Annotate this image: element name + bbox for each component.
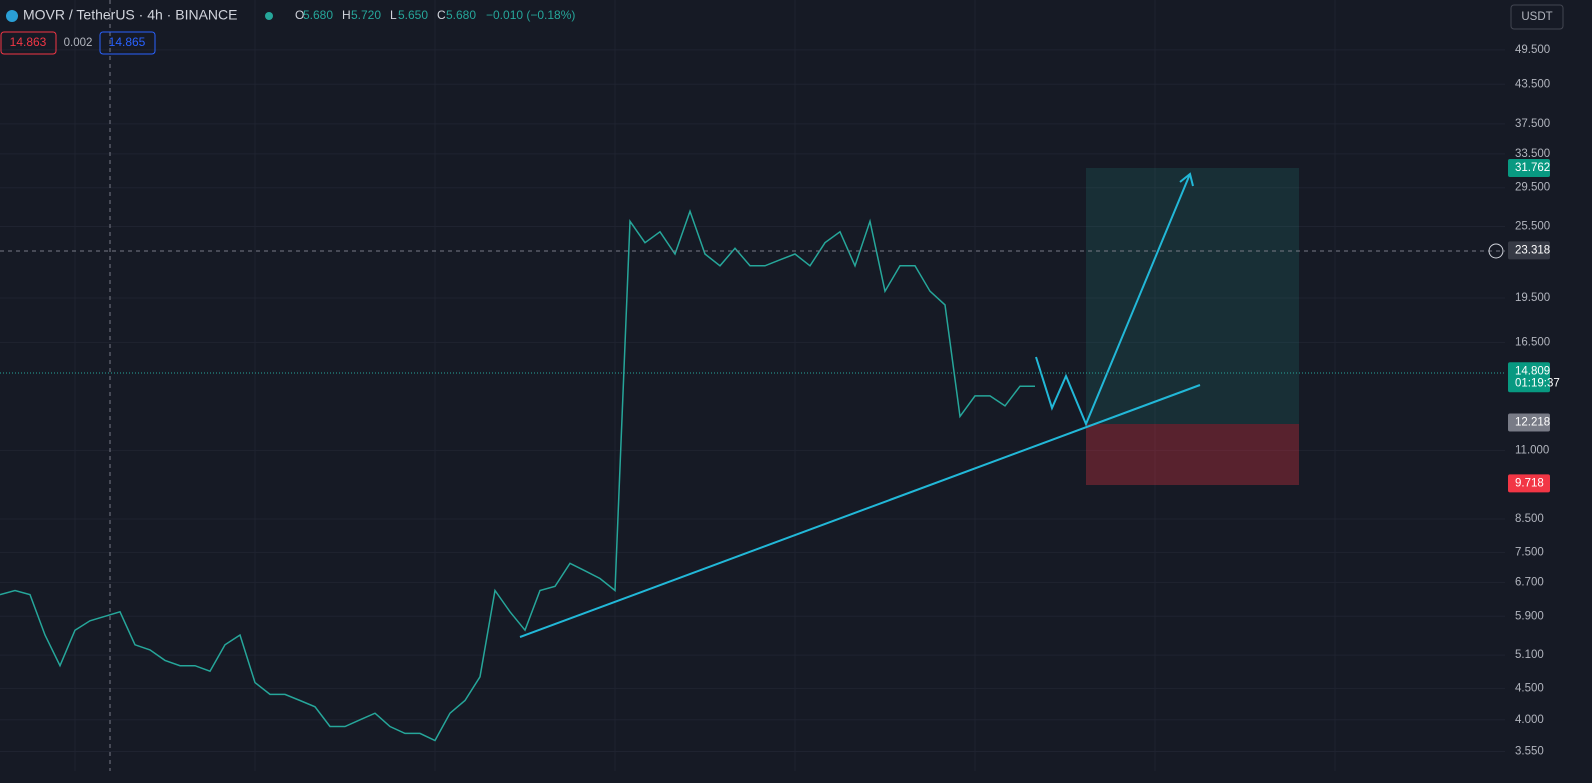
ohlc-l: 5.650 xyxy=(398,8,428,22)
price-badge-label: 12.218 xyxy=(1515,416,1550,428)
price-tick-label: 5.900 xyxy=(1515,610,1544,622)
price-tick-label: 7.500 xyxy=(1515,546,1544,558)
buy-price[interactable]: 14.865 xyxy=(109,35,146,49)
price-badge-label: 14.809 xyxy=(1515,365,1550,377)
stop-zone xyxy=(1086,424,1299,485)
ohlc-h-label: H xyxy=(342,8,351,22)
price-badge xyxy=(1508,474,1550,493)
ohlc-change: −0.010 (−0.18%) xyxy=(486,8,575,22)
buy-box[interactable] xyxy=(99,31,156,55)
price-tick-label: 8.500 xyxy=(1515,513,1544,525)
price-tick-label: 37.500 xyxy=(1515,118,1550,130)
symbol-logo xyxy=(6,10,18,22)
price-tick-label: 11.000 xyxy=(1515,444,1549,456)
projection-path xyxy=(1035,173,1191,427)
price-tick-label: 29.500 xyxy=(1515,182,1550,194)
price-badge xyxy=(1508,159,1550,178)
ohlc-l-label: L xyxy=(390,8,397,22)
currency-button[interactable] xyxy=(1510,4,1564,30)
price-tick-label: 49.500 xyxy=(1515,44,1550,56)
ohlc-h: 5.720 xyxy=(351,8,381,22)
price-tick-label: 3.550 xyxy=(1515,746,1544,758)
trend-line xyxy=(519,384,1201,638)
projection-arrowhead xyxy=(1179,172,1194,187)
sell-box[interactable] xyxy=(0,31,57,55)
price-line xyxy=(0,209,1035,742)
price-tick-label: 5.100 xyxy=(1515,649,1544,661)
add-alert[interactable] xyxy=(1488,243,1504,259)
price-badge-label: 23.318 xyxy=(1515,244,1550,256)
sell-price[interactable]: 14.863 xyxy=(10,35,47,49)
price-badge xyxy=(1508,413,1550,432)
ohlc-o: 5.680 xyxy=(303,8,333,22)
price-tick-label: 25.500 xyxy=(1515,221,1550,233)
price-badge xyxy=(1508,241,1550,260)
price-badge-label: 31.762 xyxy=(1515,162,1550,174)
symbol-title[interactable]: MOVR / TetherUS · 4h · BINANCE xyxy=(23,7,237,23)
target-zone xyxy=(1086,168,1299,424)
spread: 0.002 xyxy=(64,37,93,49)
price-badge-label: 9.718 xyxy=(1515,477,1544,489)
price-tick-label: 6.700 xyxy=(1515,576,1544,588)
price-tick-label: 4.000 xyxy=(1515,714,1544,726)
price-tick-label: 33.500 xyxy=(1515,148,1550,160)
price-tick-label: 43.500 xyxy=(1515,78,1550,90)
price-tick-label: 4.500 xyxy=(1515,682,1544,694)
countdown: 01:19:37 xyxy=(1515,377,1560,389)
price-badge xyxy=(1508,362,1550,393)
price-tick-label: 19.500 xyxy=(1515,292,1550,304)
currency-label[interactable]: USDT xyxy=(1521,11,1552,23)
ohlc-c: 5.680 xyxy=(446,8,476,22)
status-dot xyxy=(265,12,273,20)
ohlc-c-label: C xyxy=(437,8,446,22)
price-tick-label: 16.500 xyxy=(1515,336,1550,348)
ohlc-o-label: O xyxy=(295,8,304,22)
